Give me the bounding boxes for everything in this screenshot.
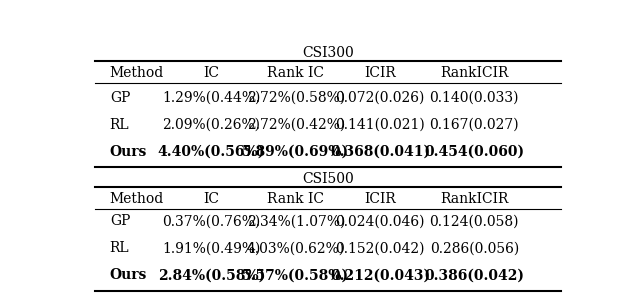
Text: CSI300: CSI300 <box>302 46 354 60</box>
Text: GP: GP <box>110 91 130 105</box>
Text: Method: Method <box>110 66 164 80</box>
Text: Method: Method <box>110 192 164 206</box>
Text: 1.91%(0.49%): 1.91%(0.49%) <box>163 242 260 255</box>
Text: 0.286(0.056): 0.286(0.056) <box>429 242 519 255</box>
Text: ICIR: ICIR <box>364 66 396 80</box>
Text: 1.29%(0.44%): 1.29%(0.44%) <box>163 91 260 105</box>
Text: 5.89%(0.69%): 5.89%(0.69%) <box>242 145 349 159</box>
Text: 2.09%(0.26%): 2.09%(0.26%) <box>163 118 260 132</box>
Text: 0.167(0.027): 0.167(0.027) <box>429 118 519 132</box>
Text: RankICIR: RankICIR <box>440 192 509 206</box>
Text: 0.386(0.042): 0.386(0.042) <box>424 268 524 282</box>
Text: 0.024(0.046): 0.024(0.046) <box>335 214 425 228</box>
Text: 2.72%(0.58%): 2.72%(0.58%) <box>246 91 345 105</box>
Text: RL: RL <box>110 242 129 255</box>
Text: 2.34%(1.07%): 2.34%(1.07%) <box>246 214 345 228</box>
Text: 2.84%(0.58%): 2.84%(0.58%) <box>158 268 265 282</box>
Text: 0.454(0.060): 0.454(0.060) <box>424 145 524 159</box>
Text: CSI500: CSI500 <box>302 172 354 186</box>
Text: 4.40%(0.56%): 4.40%(0.56%) <box>157 145 265 159</box>
Text: 0.368(0.041): 0.368(0.041) <box>330 145 430 159</box>
Text: GP: GP <box>110 214 130 228</box>
Text: 5.57%(0.58%): 5.57%(0.58%) <box>242 268 349 282</box>
Text: 0.141(0.021): 0.141(0.021) <box>335 118 425 132</box>
Text: RankICIR: RankICIR <box>440 66 509 80</box>
Text: IC: IC <box>204 192 220 206</box>
Text: RL: RL <box>110 118 129 132</box>
Text: Ours: Ours <box>110 268 147 282</box>
Text: 0.152(0.042): 0.152(0.042) <box>335 242 425 255</box>
Text: 0.37%(0.76%): 0.37%(0.76%) <box>163 214 260 228</box>
Text: 0.140(0.033): 0.140(0.033) <box>429 91 519 105</box>
Text: Rank IC: Rank IC <box>268 192 324 206</box>
Text: 2.72%(0.42%): 2.72%(0.42%) <box>246 118 345 132</box>
Text: IC: IC <box>204 66 220 80</box>
Text: ICIR: ICIR <box>364 192 396 206</box>
Text: 0.072(0.026): 0.072(0.026) <box>335 91 425 105</box>
Text: 4.03%(0.62%): 4.03%(0.62%) <box>246 242 345 255</box>
Text: Ours: Ours <box>110 145 147 159</box>
Text: 0.212(0.043): 0.212(0.043) <box>330 268 430 282</box>
Text: 0.124(0.058): 0.124(0.058) <box>429 214 519 228</box>
Text: Rank IC: Rank IC <box>268 66 324 80</box>
